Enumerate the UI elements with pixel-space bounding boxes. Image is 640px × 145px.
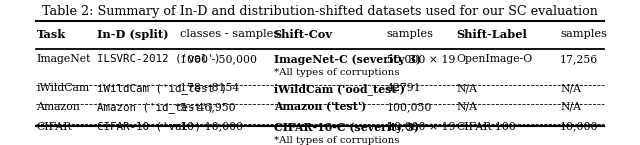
Text: 10,000 × 19: 10,000 × 19	[387, 122, 455, 132]
Text: Shift-Label: Shift-Label	[456, 29, 527, 40]
Text: Table 2: Summary of In-D and distribution-shifted datasets used for our SC evalu: Table 2: Summary of In-D and distributio…	[42, 4, 598, 18]
Text: iWildCam ('id_test'): iWildCam ('id_test')	[97, 83, 227, 94]
Text: Task: Task	[36, 29, 66, 40]
Text: N/A: N/A	[456, 83, 477, 93]
Text: Amazon ('id_test'): Amazon ('id_test')	[97, 102, 214, 113]
Text: *All types of corruptions: *All types of corruptions	[274, 136, 399, 145]
Text: CIFAR-10-C (severity 3): CIFAR-10-C (severity 3)	[274, 122, 419, 133]
Text: N/A: N/A	[456, 102, 477, 112]
Text: 10,000: 10,000	[560, 122, 598, 132]
Text: 50,000 × 19: 50,000 × 19	[387, 54, 455, 64]
Text: CIFAR: CIFAR	[36, 122, 72, 132]
Text: N/A: N/A	[560, 83, 581, 93]
Text: classes - samples: classes - samples	[180, 29, 279, 39]
Text: Shift-Cov: Shift-Cov	[274, 29, 333, 40]
Text: Amazon: Amazon	[36, 102, 80, 112]
Text: samples: samples	[387, 29, 433, 39]
Text: 10 - 10,000: 10 - 10,000	[180, 122, 243, 132]
Text: 17,256: 17,256	[560, 54, 598, 64]
Text: N/A: N/A	[560, 102, 581, 112]
Text: 5 - 46,950: 5 - 46,950	[180, 102, 236, 112]
Text: samples: samples	[560, 29, 607, 39]
Text: 100,050: 100,050	[387, 102, 432, 112]
Text: ILSVRC-2012 ('val'): ILSVRC-2012 ('val')	[97, 54, 221, 64]
Text: iWildCam: iWildCam	[36, 83, 90, 93]
Text: ImageNet-C (severity 3): ImageNet-C (severity 3)	[274, 54, 421, 65]
Text: OpenImage-O: OpenImage-O	[456, 54, 532, 64]
Text: Amazon ('test'): Amazon ('test')	[274, 102, 366, 113]
Text: 178 - 8154: 178 - 8154	[180, 83, 239, 93]
Text: ImageNet: ImageNet	[36, 54, 91, 64]
Text: CIFAR-10 ('val'): CIFAR-10 ('val')	[97, 122, 201, 132]
Text: *All types of corruptions: *All types of corruptions	[274, 68, 399, 77]
Text: In-D (split): In-D (split)	[97, 29, 169, 40]
Text: iWildCam ('ood_test'): iWildCam ('ood_test')	[274, 83, 404, 95]
Text: CIFAR-100: CIFAR-100	[456, 122, 516, 132]
Text: 42791: 42791	[387, 83, 421, 93]
Text: 1000 - 50,000: 1000 - 50,000	[180, 54, 257, 64]
